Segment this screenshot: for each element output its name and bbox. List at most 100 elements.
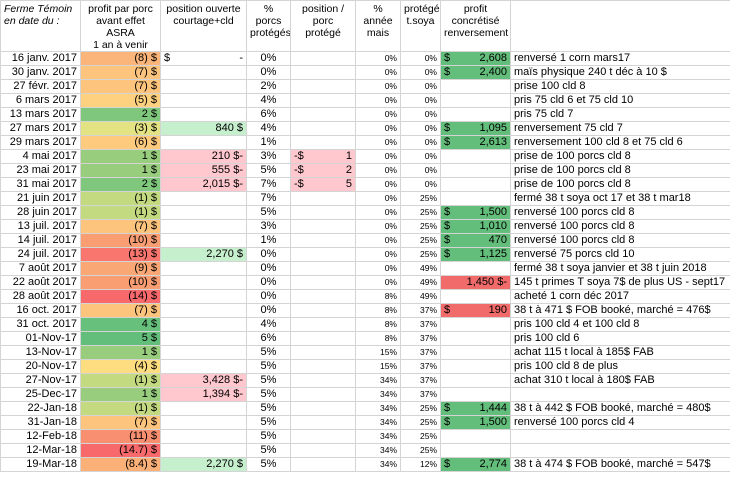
cell-text: 0%: [384, 123, 397, 133]
cell-text: 25%: [419, 445, 437, 455]
cell: fermé 38 t soya oct 17 et 38 t mar18: [510, 191, 730, 206]
cell: [290, 135, 356, 150]
cell: renversé 100 porcs cld 8: [510, 205, 730, 220]
cell: 25%: [400, 191, 441, 206]
cell: $ -: [160, 51, 247, 66]
cell: 25%: [400, 205, 441, 220]
cell-text: pris 100 cld 8 de plus: [514, 360, 618, 373]
cell: pris 100 cld 6: [510, 331, 730, 346]
cell: [290, 51, 356, 66]
data-row: 28 août 2017 (14) $ 0% 8% 49% acheté 1 corn d…: [0, 289, 730, 304]
cell-text: 49%: [419, 291, 437, 301]
cell-text: 3%: [260, 220, 277, 233]
cell-text: (7) $: [134, 66, 157, 79]
cell-text: 37%: [419, 333, 437, 343]
cell: 0%: [355, 261, 401, 276]
cell: 0%: [246, 51, 291, 66]
cell: 3%: [246, 149, 291, 164]
cell-text: (9) $: [134, 262, 157, 275]
cell: [290, 415, 356, 430]
cell: 0%: [246, 275, 291, 290]
cell-text: 0%: [384, 235, 397, 245]
cell-text: 0%: [384, 67, 397, 77]
data-row: 23 mai 2017 1 $ 555 $- 5% -$ 2 0% 0% prise de 10…: [0, 163, 730, 178]
cell-text: pris 75 cld 6 et 75 cld 10: [514, 94, 634, 107]
cell: 4%: [246, 93, 291, 108]
header-cell: profit par porc avant effet ASRA 1 an à …: [80, 0, 161, 52]
data-row: 4 mai 2017 1 $ 210 $- 3% -$ 1 0% 0% prise de 100…: [0, 149, 730, 164]
cell: 0%: [246, 261, 291, 276]
data-row: 16 janv. 2017 (8) $ $ -0% 0% 0% $2,608 renversé…: [0, 51, 730, 66]
cell-text: 34%: [379, 459, 397, 469]
cell: 25%: [400, 401, 441, 416]
cell-text: 13 mars 2017: [9, 108, 77, 121]
cell-text: 1,500: [479, 206, 507, 219]
cell-text: (1) $: [134, 402, 157, 415]
data-row: 14 juil. 2017 (10) $ 1% 0% 25% $470 renversé 1…: [0, 233, 730, 248]
cell: 13 juil. 2017: [0, 219, 81, 234]
cell-text: 38 t à 474 $ FOB booké, marché = 547$: [514, 458, 711, 471]
cell: [440, 261, 511, 276]
cell: 25-Dec-17: [0, 387, 81, 402]
cell: renversement 100 cld 8 et 75 cld 6: [510, 135, 730, 150]
cell: [160, 107, 247, 122]
data-row: 22 août 2017 (10) $ 0% 0% 49% 1,450 $- 145 t p…: [0, 275, 730, 290]
cell: 38 t à 442 $ FOB booké, marché = 480$: [510, 401, 730, 416]
cell: 8%: [355, 289, 401, 304]
cell: 4%: [246, 121, 291, 136]
cell: 4 $: [80, 317, 161, 332]
cell: 0%: [355, 191, 401, 206]
cell-text: 5%: [260, 458, 277, 471]
cell: 25%: [400, 415, 441, 430]
cell-text: 16 janv. 2017: [11, 52, 77, 65]
cell: [160, 135, 247, 150]
cell: 14 juil. 2017: [0, 233, 81, 248]
header-cell: [510, 0, 730, 52]
cell: 34%: [355, 443, 401, 458]
cell: 5%: [246, 359, 291, 374]
cell-text: 23 mai 2017: [16, 164, 77, 177]
cell-text: 8%: [384, 333, 397, 343]
accounting: $190: [444, 305, 507, 317]
cell: 37%: [400, 303, 441, 318]
cell-text: 34%: [379, 431, 397, 441]
cell: (10) $: [80, 233, 161, 248]
cell-text: 1%: [260, 234, 277, 247]
cell-text: $: [444, 402, 451, 415]
cell: 4 mai 2017: [0, 149, 81, 164]
accounting: $2,400: [444, 67, 507, 79]
cell-text: 37%: [419, 319, 437, 329]
accounting: $470: [444, 235, 507, 247]
cell: (8) $: [80, 51, 161, 66]
cell-text: 37%: [419, 361, 437, 371]
cell-text: -$: [294, 178, 304, 191]
cell-text: 1: [345, 150, 352, 163]
cell-text: maïs physique 240 t déc à 10 $: [514, 66, 667, 79]
cell: (1) $: [80, 205, 161, 220]
cell-text: renversé 75 porcs cld 10: [514, 248, 635, 261]
cell-text: (13) $: [128, 248, 157, 261]
cell: 13 mars 2017: [0, 107, 81, 122]
cell-text: 16 oct. 2017: [16, 304, 77, 317]
cell-text: 34%: [379, 389, 397, 399]
cell: 4%: [246, 317, 291, 332]
cell: 23 mai 2017: [0, 163, 81, 178]
cell: 38 t à 471 $ FOB booké, marché = 476$: [510, 303, 730, 318]
cell-text: renversé 100 porcs cld 8: [514, 220, 635, 233]
cell: 28 juin 2017: [0, 205, 81, 220]
cell: (9) $: [80, 261, 161, 276]
header-cell: Ferme Témoin en date du :: [0, 0, 81, 52]
cell-text: prise 100 cld 8: [514, 80, 586, 93]
cell-text: 34%: [379, 403, 397, 413]
cell: 6%: [246, 107, 291, 122]
accounting: -$ 5: [294, 178, 352, 191]
cell: 34%: [355, 457, 401, 472]
cell-text: 0%: [424, 165, 437, 175]
cell: 22-Jan-18: [0, 401, 81, 416]
cell: [440, 359, 511, 374]
cell-text: 5 $: [141, 332, 157, 345]
cell-text: 555 $-: [211, 164, 243, 177]
cell: renversé 75 porcs cld 10: [510, 247, 730, 262]
cell: 30 janv. 2017: [0, 65, 81, 80]
